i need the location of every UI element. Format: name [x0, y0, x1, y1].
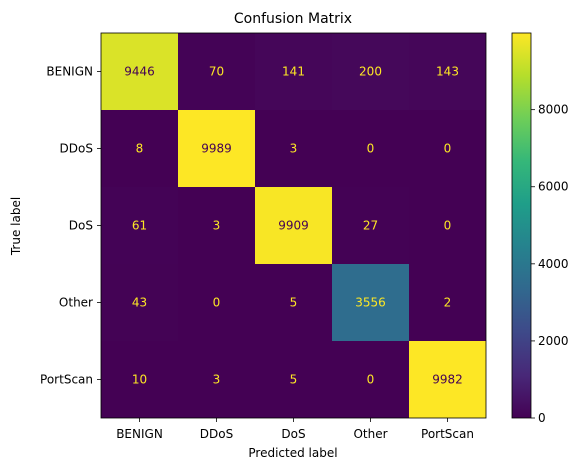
colorbar-tick-label: 2000	[538, 334, 569, 348]
heatmap-cell	[409, 110, 486, 187]
cell-value-label: 43	[132, 296, 147, 310]
colorbar: 0 2000 4000 6000 8000	[511, 32, 569, 425]
y-axis-ticks: BENIGN DDoS DoS Other PortScan	[40, 65, 101, 387]
cell-value-label: 3556	[355, 296, 386, 310]
heatmap-cell	[332, 187, 409, 264]
y-tick-label: DoS	[69, 219, 93, 233]
cell-value-label: 0	[367, 373, 375, 387]
heatmap-cell	[178, 187, 255, 264]
cell-value-label: 9446	[124, 65, 155, 79]
x-tick-label: DoS	[281, 427, 305, 441]
heatmap-cell	[178, 341, 255, 418]
cell-value-label: 10	[132, 373, 147, 387]
heatmap-cell	[178, 264, 255, 341]
heatmap-cell	[332, 264, 409, 341]
heatmap-cell	[255, 33, 332, 110]
y-tick-label: PortScan	[40, 373, 93, 387]
heatmap-cell	[178, 110, 255, 187]
heatmap-cell	[101, 264, 178, 341]
colorbar-tick-label: 0	[538, 411, 546, 425]
heatmap-cell	[255, 187, 332, 264]
cell-value-label: 0	[444, 142, 452, 156]
y-tick-label: DDoS	[60, 142, 93, 156]
cell-value-label: 200	[359, 65, 382, 79]
heatmap-cell	[178, 33, 255, 110]
x-tick-label: PortScan	[421, 427, 474, 441]
cell-value-label: 3	[213, 373, 221, 387]
cell-value-label: 141	[282, 65, 305, 79]
heatmap-cell	[101, 341, 178, 418]
cell-value-label: 0	[444, 219, 452, 233]
y-tick-label: BENIGN	[46, 65, 93, 79]
cell-value-label: 2	[444, 296, 452, 310]
heatmap-cell	[409, 187, 486, 264]
cell-value-label: 5	[290, 296, 298, 310]
chart-title: Confusion Matrix	[234, 11, 352, 27]
cell-value-label: 0	[213, 296, 221, 310]
heatmap-cell	[101, 187, 178, 264]
colorbar-tick-label: 8000	[538, 103, 569, 117]
cell-value-label: 61	[132, 219, 147, 233]
cell-value-label: 70	[209, 65, 224, 79]
heatmap-cells: 9446 70 141 200 143 8 9989 3 0 0 61 3 9909 27 0 43 0 5 355…	[100, 32, 487, 419]
heatmap-cell	[409, 33, 486, 110]
cell-value-label: 143	[436, 65, 459, 79]
cell-value-label: 3	[213, 219, 221, 233]
colorbar-tick-label: 4000	[538, 257, 569, 271]
heatmap-cell	[332, 110, 409, 187]
heatmap-cell	[409, 341, 486, 418]
x-axis-ticks: BENIGN DDoS DoS Other PortScan	[116, 418, 474, 441]
heatmap-cell	[332, 341, 409, 418]
colorbar-bar	[511, 32, 532, 419]
x-axis-label: Predicted label	[248, 446, 337, 460]
heatmap-cell	[409, 264, 486, 341]
cell-value-label: 0	[367, 142, 375, 156]
cell-value-label: 9989	[201, 142, 232, 156]
y-axis-label: True label	[9, 197, 23, 256]
y-tick-label: Other	[59, 296, 93, 310]
heatmap-cell	[255, 341, 332, 418]
cell-value-label: 8	[136, 142, 144, 156]
cell-value-label: 5	[290, 373, 298, 387]
heatmap-cell	[255, 264, 332, 341]
x-tick-label: DDoS	[200, 427, 233, 441]
heatmap-cell	[255, 110, 332, 187]
colorbar-tick-label: 6000	[538, 180, 569, 194]
cell-value-label: 3	[290, 142, 298, 156]
heatmap-cell	[101, 110, 178, 187]
cell-value-label: 9982	[432, 373, 463, 387]
cell-value-label: 9909	[278, 219, 309, 233]
heatmap-cell	[101, 33, 178, 110]
x-tick-label: BENIGN	[116, 427, 163, 441]
x-tick-label: Other	[353, 427, 387, 441]
cell-value-label: 27	[363, 219, 378, 233]
heatmap-cell	[332, 33, 409, 110]
